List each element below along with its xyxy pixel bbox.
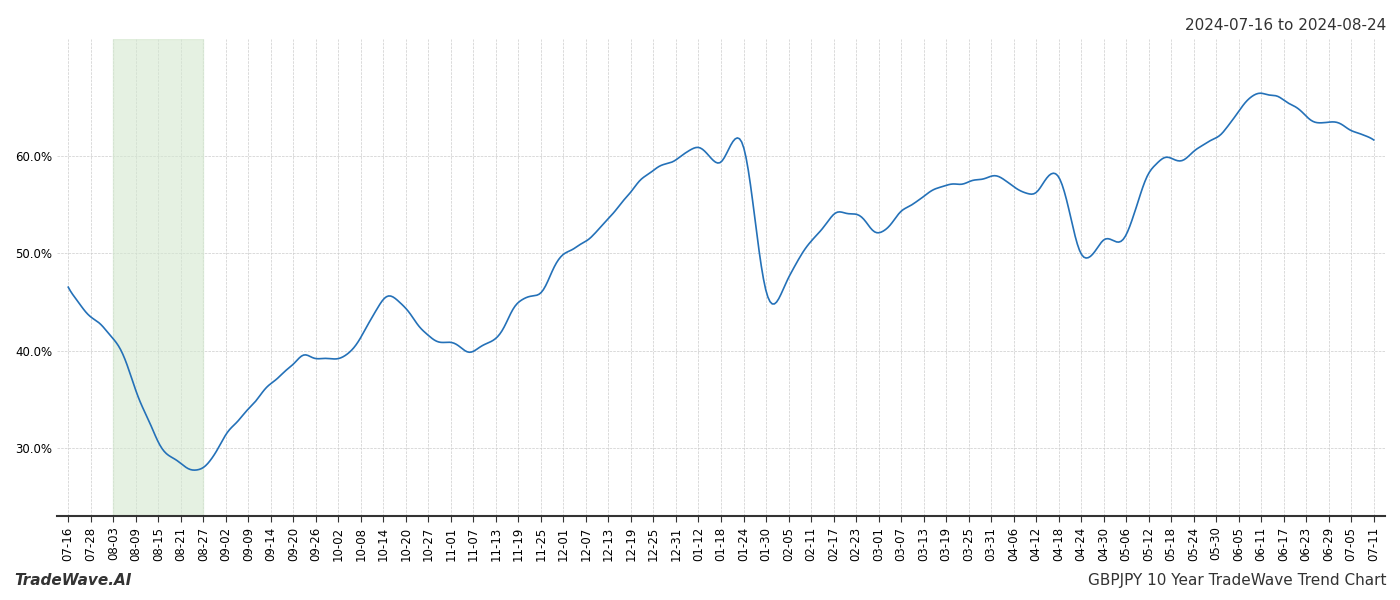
Text: GBPJPY 10 Year TradeWave Trend Chart: GBPJPY 10 Year TradeWave Trend Chart [1088,573,1386,588]
Bar [113,39,203,516]
Text: TradeWave.AI: TradeWave.AI [14,573,132,588]
Text: 2024-07-16 to 2024-08-24: 2024-07-16 to 2024-08-24 [1184,18,1386,33]
